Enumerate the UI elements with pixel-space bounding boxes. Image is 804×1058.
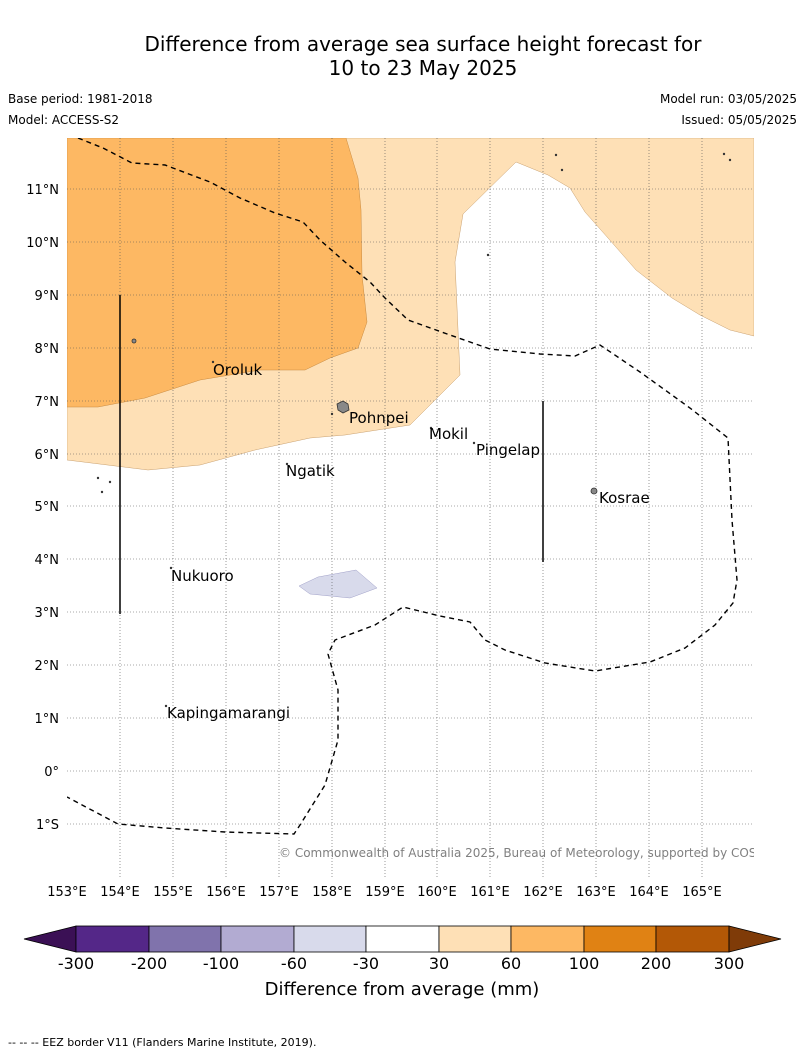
lat-tick-label: 6°N	[35, 448, 60, 463]
lon-tick-label: 163°E	[576, 885, 616, 900]
lon-tick-label: 156°E	[206, 885, 246, 900]
place-label-ngatik: Ngatik	[286, 462, 335, 480]
colorbar-segment	[510, 925, 585, 953]
lat-tick-label: 8°N	[35, 342, 60, 357]
colorbar-tick-label: 200	[641, 954, 672, 973]
map-area: Oroluk Pohnpei Mokil Pingelap Ngatik Kos…	[67, 138, 784, 879]
lon-tick-label: 162°E	[523, 885, 563, 900]
lon-tick-label: 165°E	[682, 885, 722, 900]
anomaly-60-100-region	[67, 138, 368, 408]
colorbar-tick-label: 300	[714, 954, 745, 973]
lat-tick-label: 5°N	[35, 500, 60, 515]
colorbar-extend-high	[728, 925, 782, 953]
islet-marker	[472, 441, 476, 445]
place-label-pingelap: Pingelap	[476, 441, 540, 459]
issued-date: Issued: 05/05/2025	[681, 113, 797, 127]
lat-tick-label: 7°N	[35, 395, 60, 410]
place-labels: Oroluk Pohnpei Mokil Pingelap Ngatik Kos…	[167, 361, 650, 722]
lat-tick-label: 9°N	[35, 289, 60, 304]
title-line-2: 10 to 23 May 2025	[328, 56, 518, 80]
colorbar-tick-label: -300	[58, 954, 94, 973]
islet-marker	[486, 253, 490, 257]
islet-marker	[285, 462, 289, 466]
colorbar-tick-label: 30	[429, 954, 449, 973]
lon-tick-label: 154°E	[100, 885, 140, 900]
lat-tick-label: 4°N	[35, 553, 60, 568]
place-label-oroluk: Oroluk	[213, 361, 262, 379]
islet-marker	[169, 566, 173, 570]
lat-tick-labels: 11°N 10°N 9°N 8°N 7°N 6°N 5°N 4°N 3°N 2°…	[26, 183, 59, 833]
place-label-pohnpei: Pohnpei	[349, 409, 409, 427]
colorbar-tick-label: -200	[131, 954, 167, 973]
anomaly-negative-patch	[298, 569, 378, 599]
lon-tick-label: 157°E	[259, 885, 299, 900]
eez-border	[67, 138, 738, 835]
lat-tick-label: 3°N	[35, 606, 60, 621]
colorbar-tick-label: 100	[569, 954, 600, 973]
lat-tick-label: 1°N	[35, 712, 60, 727]
islet-marker	[722, 152, 726, 156]
colorbar-segment	[75, 925, 150, 953]
kosrae-island-shape	[590, 487, 598, 495]
lon-tick-label: 159°E	[365, 885, 405, 900]
model-label: Model: ACCESS-S2	[8, 113, 120, 127]
colorbar-segment	[148, 925, 222, 953]
chart-title: Difference from average sea surface heig…	[0, 32, 804, 80]
lon-tick-label: 161°E	[470, 885, 510, 900]
lat-tick-label: 1°S	[36, 818, 59, 833]
colorbar-tick-label: 60	[501, 954, 521, 973]
islet-marker	[211, 360, 215, 364]
islet-marker	[108, 480, 112, 484]
islet-marker	[554, 153, 558, 157]
islet-marker	[330, 412, 334, 416]
place-label-nukuoro: Nukuoro	[171, 567, 234, 585]
model-run: Model run: 03/05/2025	[659, 92, 797, 106]
colorbar-segment	[438, 925, 512, 953]
colorbar-segment	[583, 925, 657, 953]
lon-tick-labels: 153°E 154°E 155°E 156°E 157°E 158°E 159°…	[47, 885, 722, 900]
lon-tick-label: 158°E	[312, 885, 352, 900]
colorbar-segment	[293, 925, 367, 953]
copyright-credit: © Commonwealth of Australia 2025, Bureau…	[279, 846, 784, 860]
islet-marker	[100, 490, 104, 494]
colorbar-segment	[220, 925, 295, 953]
lon-tick-label: 160°E	[417, 885, 457, 900]
lat-tick-label: 2°N	[35, 659, 60, 674]
base-period: Base period: 1981-2018	[8, 92, 153, 106]
lat-tick-label: 11°N	[26, 183, 59, 198]
colorbar-segment	[365, 925, 440, 953]
islet-marker	[560, 168, 564, 172]
colorbar-tick-label: -100	[203, 954, 239, 973]
lat-tick-label: 10°N	[26, 236, 59, 251]
pohnpei-island-shape	[336, 400, 350, 414]
graticule	[67, 138, 754, 879]
place-label-kapingamarangi: Kapingamarangi	[167, 704, 290, 722]
colorbar-tick-label: -30	[353, 954, 379, 973]
colorbar-title: Difference from average (mm)	[265, 979, 540, 1000]
colorbar-extend-low	[23, 925, 77, 953]
islet-marker	[164, 704, 168, 708]
colorbar-segment	[655, 925, 730, 953]
islands	[96, 152, 732, 708]
oroluk-reef-shape	[131, 338, 137, 344]
lon-tick-label: 155°E	[153, 885, 193, 900]
place-label-mokil: Mokil	[429, 425, 468, 443]
lon-tick-label: 164°E	[629, 885, 669, 900]
eez-legend-note: -- -- -- EEZ border V11 (Flanders Marine…	[8, 1036, 317, 1049]
title-line-1: Difference from average sea surface heig…	[144, 32, 702, 56]
islet-marker	[728, 158, 732, 162]
lat-tick-label: 0°	[44, 765, 59, 780]
lon-tick-label: 153°E	[47, 885, 87, 900]
colorbar: -300 -200 -100 -60 -30 30 60 100 200 300…	[23, 925, 782, 1000]
islet-marker	[96, 476, 100, 480]
colorbar-tick-label: -60	[281, 954, 307, 973]
islet-marker	[429, 426, 433, 430]
place-label-kosrae: Kosrae	[599, 489, 650, 507]
